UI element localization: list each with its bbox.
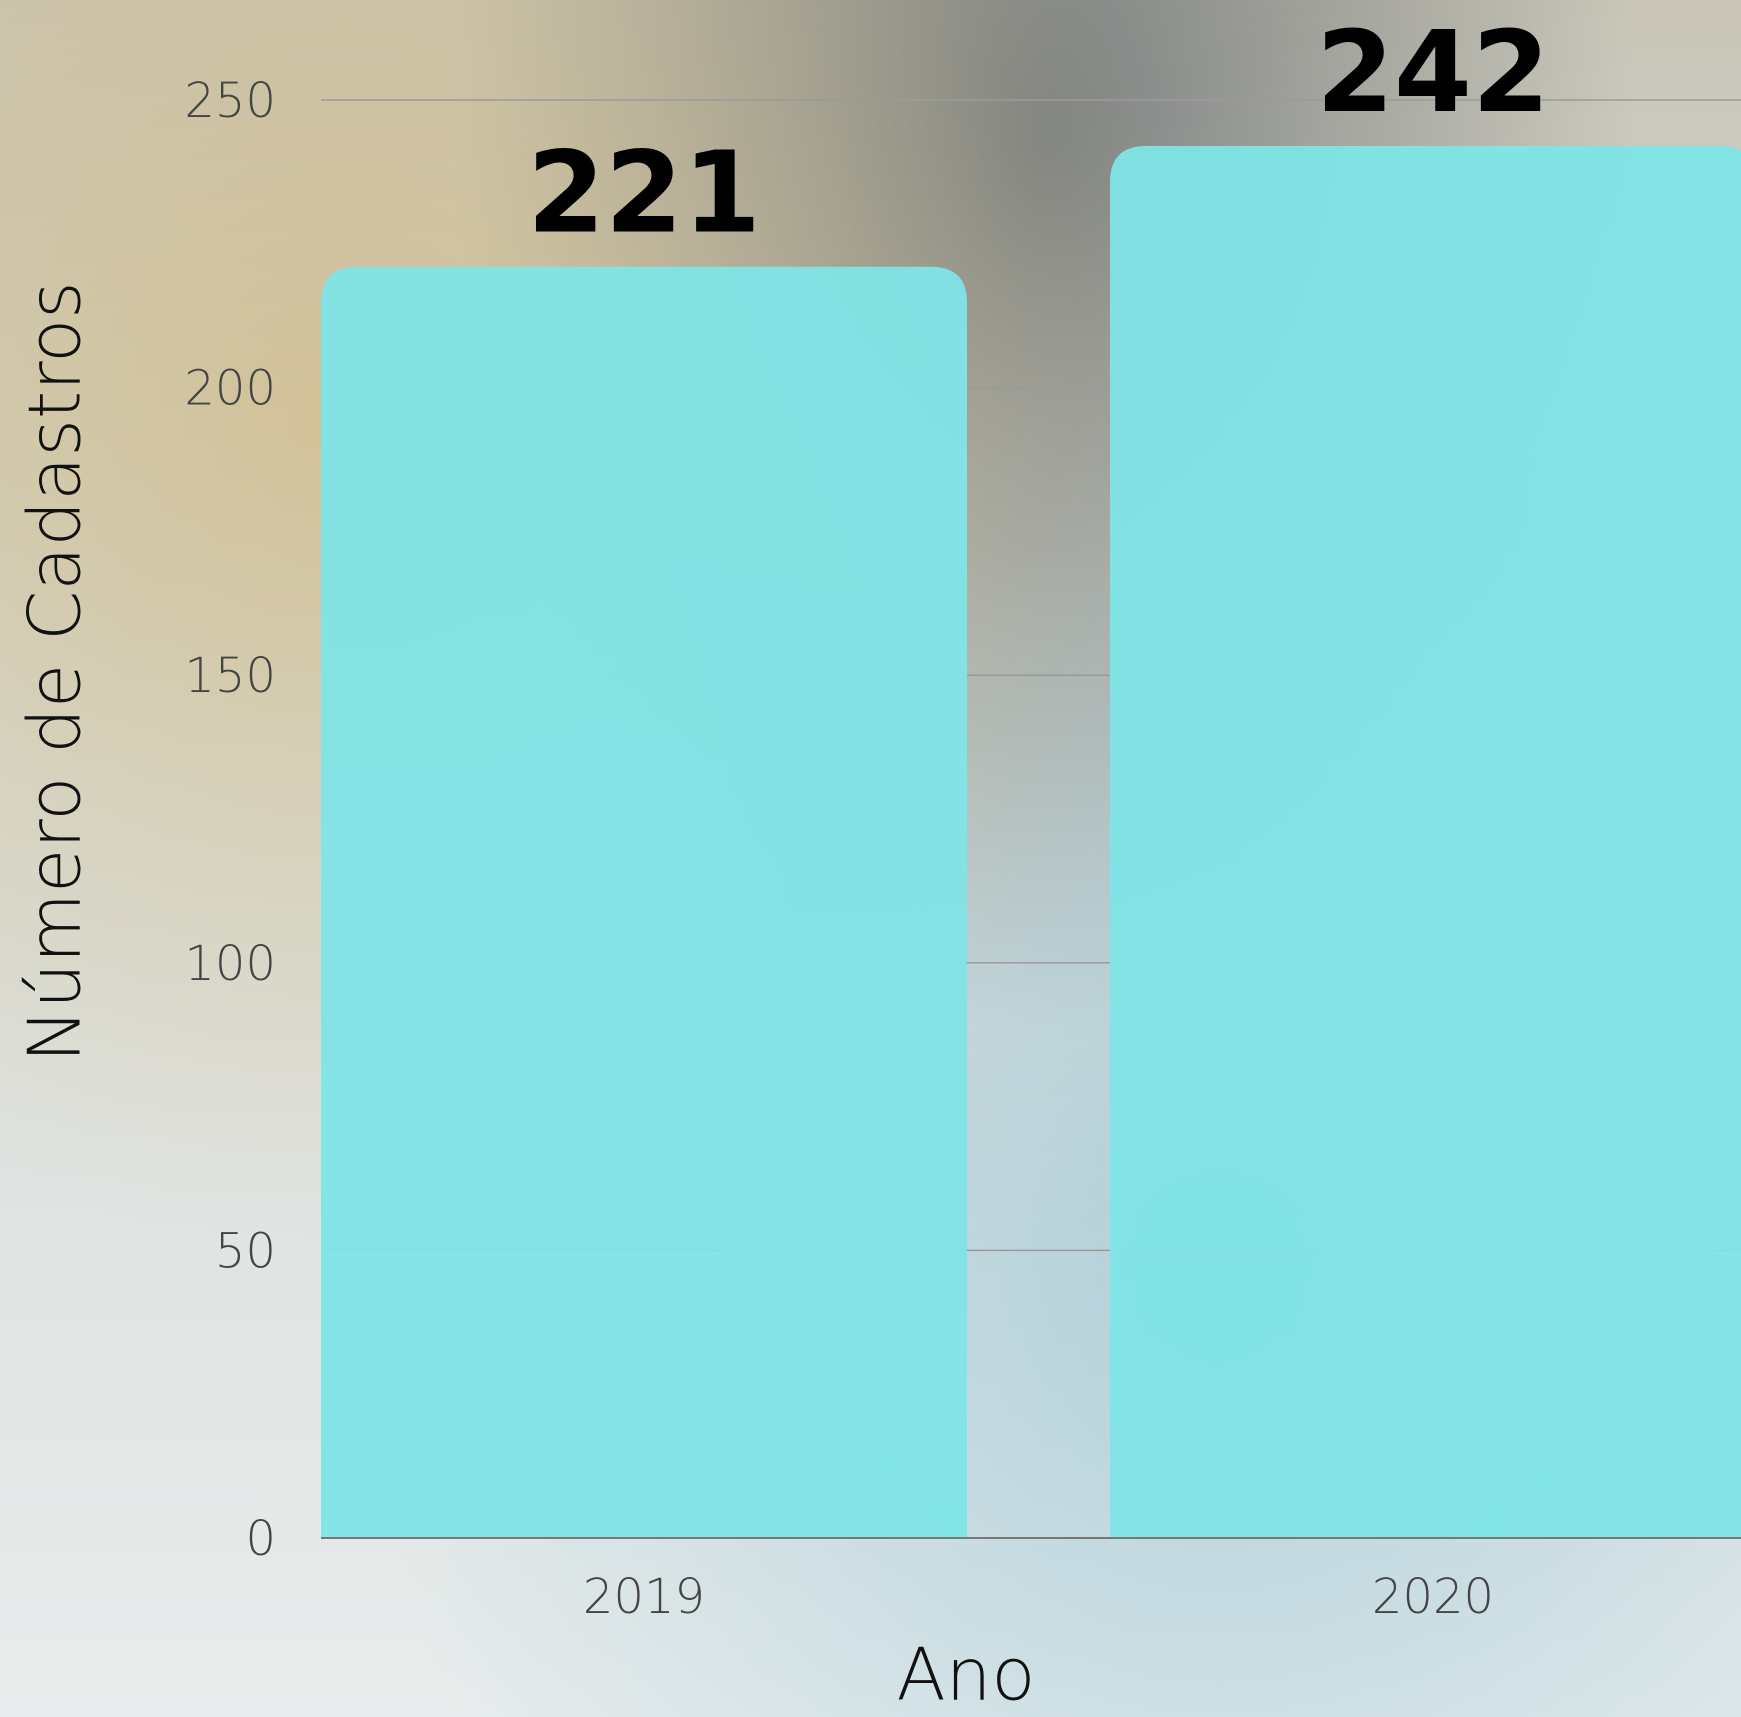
y-axis-title: Número de Cadastros bbox=[13, 281, 97, 1062]
y-tick-label: 50 bbox=[215, 1223, 276, 1279]
bar bbox=[1110, 146, 1741, 1538]
x-axis-title: Ano bbox=[897, 1633, 1036, 1717]
y-tick-label: 200 bbox=[184, 361, 276, 417]
y-tick-label: 150 bbox=[184, 648, 276, 704]
value-label: 221 bbox=[527, 129, 761, 259]
x-tick-label: 2019 bbox=[583, 1569, 705, 1625]
y-tick-label: 0 bbox=[245, 1511, 276, 1567]
y-tick-label: 250 bbox=[184, 73, 276, 129]
value-label: 242 bbox=[1316, 8, 1550, 138]
x-tick-label: 2020 bbox=[1372, 1569, 1494, 1625]
y-tick-label: 100 bbox=[184, 936, 276, 992]
bar bbox=[321, 267, 967, 1538]
chart: Ano Número de Cadastros 0 50 100 150 200 250 2… bbox=[0, 0, 1741, 1717]
page: Ano Número de Cadastros 0 50 100 150 200 250 2… bbox=[0, 0, 1741, 1717]
